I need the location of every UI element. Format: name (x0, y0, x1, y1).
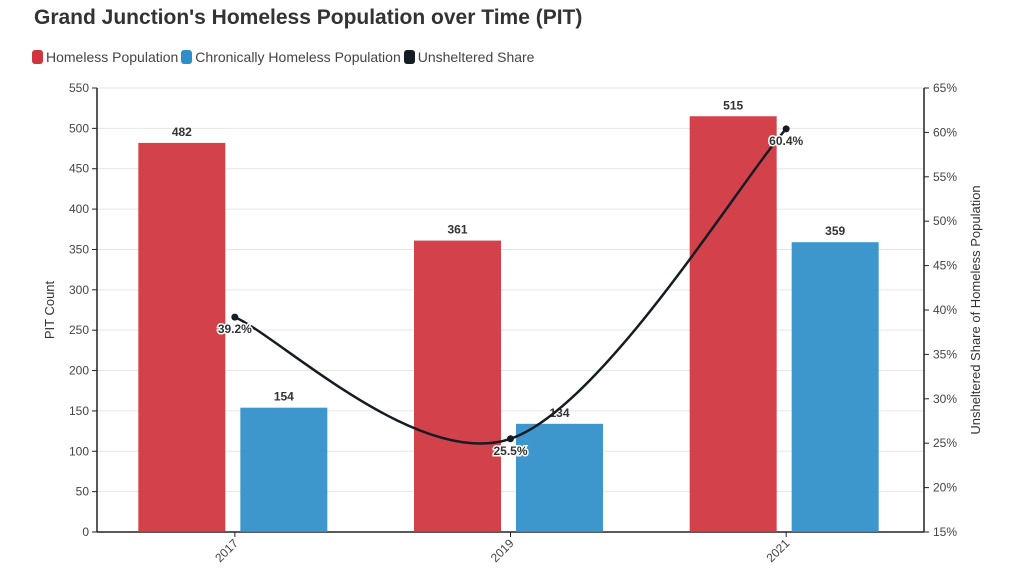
y-tick-label: 100 (69, 444, 89, 458)
y-tick-label: 200 (69, 364, 89, 378)
y2-tick-label: 20% (933, 481, 957, 495)
y-axis-label: PIT Count (42, 280, 57, 339)
y-tick-label: 50 (76, 485, 90, 499)
bar-chronically-homeless-population (240, 407, 328, 532)
legend-label: Homeless Population (46, 49, 179, 65)
bar-value-label: 134 (549, 406, 569, 420)
legend-swatch (403, 50, 415, 64)
line-point (231, 313, 239, 321)
bar-homeless-population (414, 240, 501, 533)
y-tick-label: 300 (69, 283, 89, 297)
y-tick-label: 500 (69, 121, 89, 135)
chart-title: Grand Junction's Homeless Population ove… (34, 6, 583, 29)
y2-tick-label: 30% (933, 392, 957, 406)
bar-value-label: 361 (447, 223, 467, 237)
legend: Homeless Population Chronically Homeless… (32, 49, 537, 65)
y2-tick-label: 15% (933, 525, 957, 539)
y2-tick-label: 50% (933, 214, 957, 228)
y2-tick-label: 25% (933, 436, 957, 450)
y-tick-label: 150 (69, 404, 89, 418)
y-tick-label: 400 (69, 202, 89, 216)
bar-homeless-population (138, 142, 226, 533)
y2-tick-label: 55% (933, 170, 957, 184)
legend-item-chronic[interactable]: Chronically Homeless Population (181, 49, 401, 65)
bar-value-label: 482 (172, 125, 192, 139)
y2-tick-label: 45% (933, 259, 957, 273)
y-tick-label: 250 (69, 323, 89, 337)
bar-value-label: 154 (274, 390, 294, 404)
y-tick-label: 350 (69, 242, 89, 256)
line-value-label: 25.5% (493, 444, 527, 458)
bar-chronically-homeless-population (516, 423, 603, 532)
y2-tick-label: 65% (933, 81, 957, 95)
line-point (782, 125, 790, 133)
y-tick-label: 450 (69, 162, 89, 176)
y2-tick-label: 40% (933, 303, 957, 317)
x-tick-label: 2017 (212, 536, 241, 565)
legend-label: Unsheltered Share (417, 49, 535, 65)
bar-value-label: 515 (723, 98, 743, 112)
y2-tick-label: 35% (933, 347, 957, 361)
bar-chronically-homeless-population (791, 242, 879, 532)
bar-value-label: 359 (825, 224, 845, 238)
legend-swatch (181, 50, 193, 64)
line-value-label: 39.2% (218, 322, 252, 336)
x-tick-label: 2021 (764, 536, 793, 565)
y2-tick-label: 60% (933, 125, 957, 139)
line-point (507, 435, 514, 443)
bar-homeless-population (689, 116, 777, 532)
x-tick-label: 2019 (488, 536, 517, 565)
y2-axis-label: Unsheltered Share of Homeless Population (968, 185, 983, 434)
legend-swatch (32, 50, 43, 64)
y-tick-label: 0 (82, 525, 89, 539)
legend-label: Chronically Homeless Population (195, 49, 401, 65)
y-tick-label: 550 (69, 81, 89, 95)
legend-item-unsheltered[interactable]: Unsheltered Share (403, 49, 535, 65)
legend-item-homeless[interactable]: Homeless Population (32, 49, 178, 65)
line-value-label: 60.4% (769, 134, 803, 148)
